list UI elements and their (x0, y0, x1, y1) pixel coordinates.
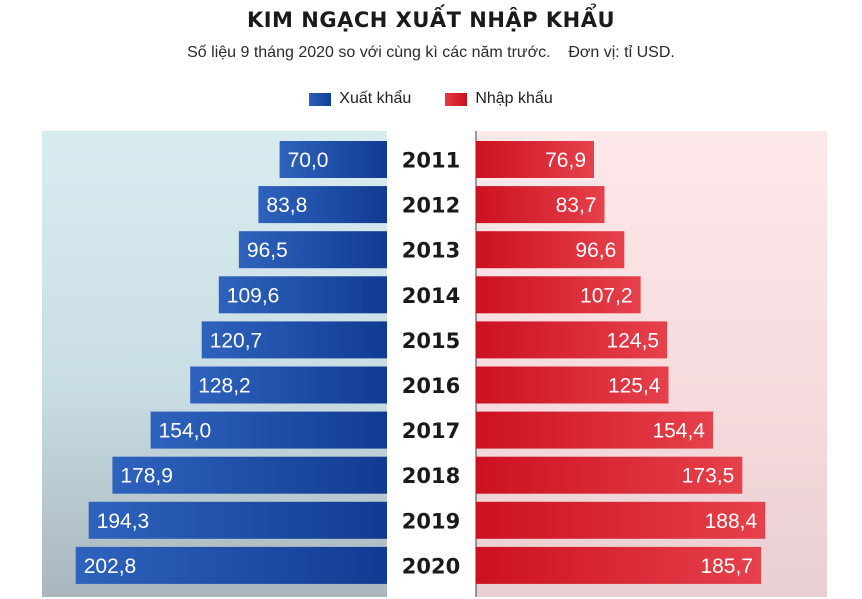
chart-legend: Xuất khẩu Nhập khẩu (0, 90, 862, 108)
bar-export-2013 (238, 231, 387, 269)
year-label-2013: 2013 (402, 239, 460, 263)
bar-export-2011 (279, 141, 387, 178)
bar-export-2020 (75, 546, 387, 584)
bar-label-export-2019: 194,3 (97, 510, 150, 533)
legend-swatch-import (445, 92, 468, 106)
year-label-2016: 2016 (402, 374, 460, 398)
bar-label-import-2014: 107,2 (580, 284, 633, 307)
year-label-2017: 2017 (402, 419, 460, 443)
bar-import-2018 (476, 456, 743, 494)
bar-export-2018 (112, 456, 388, 494)
bar-import-2013 (476, 231, 625, 269)
bar-label-export-2014: 109,6 (227, 284, 280, 307)
bar-label-import-2015: 124,5 (607, 329, 660, 352)
legend-label-export: Xuất khẩu (339, 90, 412, 107)
bar-export-2014 (218, 276, 387, 314)
bar-label-export-2018: 178,9 (120, 465, 173, 488)
bar-export-2019 (88, 501, 387, 539)
bar-label-export-2015: 120,7 (210, 329, 263, 352)
bar-label-import-2012: 83,7 (556, 194, 597, 217)
year-label-2014: 2014 (402, 284, 460, 308)
bar-export-2015 (201, 321, 387, 359)
bar-export-2016 (190, 366, 387, 404)
year-label-2012: 2012 (402, 194, 460, 218)
legend-label-import: Nhập khẩu (475, 90, 553, 107)
bar-import-2015 (476, 321, 668, 359)
legend-item-export: Xuất khẩu (309, 90, 411, 108)
year-label-2020: 2020 (402, 554, 460, 578)
bar-import-2011 (476, 141, 594, 178)
bar-label-import-2019: 188,4 (705, 510, 758, 533)
bar-export-2017 (150, 411, 387, 449)
bar-label-import-2017: 154,4 (652, 420, 705, 443)
bar-label-import-2020: 185,7 (700, 555, 753, 578)
legend-item-import: Nhập khẩu (445, 90, 553, 108)
year-label-2011: 2011 (402, 149, 460, 173)
bar-label-export-2017: 154,0 (159, 420, 212, 443)
legend-swatch-export (309, 92, 332, 106)
year-label-2019: 2019 (402, 509, 460, 533)
bar-import-2017 (476, 411, 713, 449)
bar-label-import-2016: 125,4 (608, 375, 661, 398)
bar-label-import-2011: 76,9 (545, 149, 586, 172)
year-label-2015: 2015 (402, 329, 460, 353)
bar-label-export-2013: 96,5 (247, 239, 288, 262)
bar-label-import-2018: 173,5 (682, 465, 735, 488)
bar-label-export-2011: 70,0 (288, 149, 329, 172)
bar-import-2012 (476, 186, 605, 224)
year-label-2018: 2018 (402, 464, 460, 488)
bar-import-2014 (476, 276, 641, 314)
bar-label-export-2012: 83,8 (266, 194, 307, 217)
chart-title: KIM NGẠCH XUẤT NHẬP KHẨU (246, 8, 616, 32)
bar-import-2016 (476, 366, 669, 404)
bar-export-2012 (258, 186, 387, 224)
bar-import-2019 (476, 501, 766, 539)
bar-import-2020 (476, 546, 761, 584)
bar-label-export-2016: 128,2 (198, 375, 251, 398)
bar-label-import-2013: 96,6 (575, 239, 616, 262)
bar-label-export-2020: 202,8 (84, 555, 137, 578)
chart-subtitle: Số liệu 9 tháng 2020 so với cùng kì các … (187, 44, 675, 61)
